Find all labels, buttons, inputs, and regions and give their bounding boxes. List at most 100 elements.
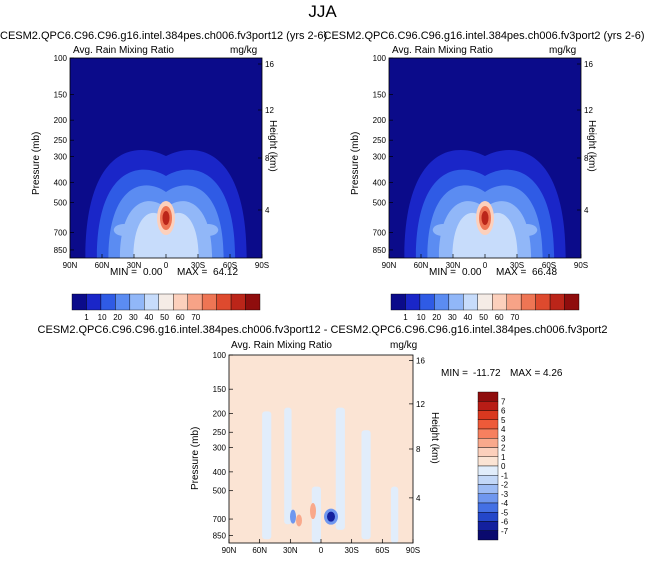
panel-3-colorbar-label-3: 3 <box>501 434 506 443</box>
panel-2-variable: Avg. Rain Mixing Ratio <box>392 45 493 56</box>
panel-1-min-value: 0.00 <box>143 267 163 278</box>
panel-2-min-label: MIN = <box>429 267 456 278</box>
panel-3-colorbar-box <box>477 465 499 476</box>
panel-3-colorbar-label--5: -5 <box>501 508 509 517</box>
panel-2-xtick-label-90N: 90N <box>382 261 397 270</box>
panel-3-patch-1 <box>284 407 292 525</box>
panel-3-min-label: MIN = <box>441 368 468 379</box>
panel-2-contour-4 <box>452 212 518 258</box>
panel-3-colorbar-label-2: 2 <box>501 444 506 453</box>
panel-3-y2label: Height (km) <box>429 412 440 464</box>
panel-2-colorbar-label-50: 50 <box>479 313 488 322</box>
panel-3-title: CESM2.QPC6.C96.C96.g16.intel.384pes.ch00… <box>37 324 608 336</box>
panel-3-xtick-label-60N: 60N <box>252 546 267 555</box>
panel-1-colorbar-label-50: 50 <box>160 313 169 322</box>
panel-2-y2tick-label-12: 12 <box>584 106 593 115</box>
panel-3-colorbar-label--7: -7 <box>501 527 509 536</box>
panel-3-neg-blob-1 <box>290 509 296 524</box>
panel-2-xtick-label-60S: 60S <box>542 261 556 270</box>
panel-2-xtick-label-90S: 90S <box>574 261 588 270</box>
panel-2-xtick-label-30N: 30N <box>446 261 461 270</box>
panel-3-variable: Avg. Rain Mixing Ratio <box>231 340 332 351</box>
panel-3-y2tick-label-16: 16 <box>416 357 425 366</box>
panel-3-xtick-label-60S: 60S <box>375 546 389 555</box>
panel-2-colorbar-label-60: 60 <box>495 313 504 322</box>
panel-1-ytick-label-200: 200 <box>54 116 68 125</box>
panel-1-max-label: MAX = <box>177 267 208 278</box>
panel-2-max-value: 66.48 <box>532 267 558 278</box>
panel-1-colorbar-label-20: 20 <box>113 313 122 322</box>
panel-2-ytick-label-300: 300 <box>373 153 387 162</box>
panel-3-y2tick-label-12: 12 <box>416 400 425 409</box>
panel-2-ytick-label-700: 700 <box>373 229 387 238</box>
panel-2-colorbar-label-40: 40 <box>463 313 472 322</box>
panel-3-ytick-label-700: 700 <box>213 515 227 524</box>
panel-1-ytick-label-500: 500 <box>54 198 68 207</box>
panel-3-xtick-label-90N: 90N <box>222 546 237 555</box>
panel-1-frame <box>69 57 263 259</box>
panel-3-colorbar-label--3: -3 <box>501 490 509 499</box>
panel-1-variable: Avg. Rain Mixing Ratio <box>73 45 174 56</box>
panel-3-ytick-label-500: 500 <box>213 487 227 496</box>
panel-1-colorbar-label-1: 1 <box>84 313 89 322</box>
panel-1-colorbar-label-10: 10 <box>98 313 107 322</box>
panel-1-y2tick-label-4: 4 <box>265 206 270 215</box>
panel-1-xtick-label-60S: 60S <box>223 261 237 270</box>
panel-3-units: mg/kg <box>390 340 418 351</box>
panel-3-colorbar-box <box>477 391 499 402</box>
panel-3-ytick-label-300: 300 <box>213 444 227 453</box>
panel-1-colorbar-label-40: 40 <box>144 313 153 322</box>
panel-2-units: mg/kg <box>549 45 577 56</box>
panel-3-colorbar-label-5: 5 <box>501 416 506 425</box>
panel-3-ytick-label-400: 400 <box>213 468 227 477</box>
panel-3-colorbar-label--1: -1 <box>501 471 509 480</box>
panel-1-max-core <box>162 211 170 225</box>
panel-1-xtick-label-30N: 30N <box>127 261 142 270</box>
panel-3-ytick-label-100: 100 <box>213 351 227 360</box>
panel-3-pos-blob-2 <box>296 514 302 527</box>
panel-1-xtick-label-90N: 90N <box>63 261 78 270</box>
panel-2-ytick-label-400: 400 <box>373 178 387 187</box>
panel-3-max-value: 4.26 <box>543 368 563 379</box>
panel-1-y2tick-label-8: 8 <box>265 154 270 163</box>
figure-title: JJA <box>308 2 337 21</box>
panel-1-blob-1 <box>198 224 219 236</box>
panel-1-min-label: MIN = <box>110 267 137 278</box>
panel-2-ytick-label-150: 150 <box>373 90 387 99</box>
panel-3-colorbar-box <box>477 475 499 485</box>
panel-2-colorbar-label-30: 30 <box>448 313 457 322</box>
panel-1-xtick-label-30S: 30S <box>191 261 205 270</box>
panel-2-y2tick-label-4: 4 <box>584 206 589 215</box>
panel-1-y2tick-label-12: 12 <box>265 106 274 115</box>
panel-1-xtick-label-60N: 60N <box>95 261 110 270</box>
panel-3-colorbar-box <box>477 493 499 504</box>
panel-1-colorbar-label-70: 70 <box>191 313 200 322</box>
panel-1-max-value: 64.12 <box>213 267 239 278</box>
panel-2-xtick-label-0: 0 <box>483 261 488 270</box>
panel-3-colorbar-label-0: 0 <box>501 462 506 471</box>
panel-2-ytick-label-850: 850 <box>373 246 387 255</box>
panel-3-colorbar-label--4: -4 <box>501 499 509 508</box>
panel-3-colorbar-box <box>477 401 499 411</box>
panel-3-y2tick-label-4: 4 <box>416 494 421 503</box>
panel-3-patch-2 <box>335 407 345 530</box>
panel-1-ytick-label-400: 400 <box>54 178 68 187</box>
panel-1-y2tick-label-16: 16 <box>265 60 274 69</box>
panel-2-frame <box>388 57 582 259</box>
panel-3-xtick-label-30N: 30N <box>283 546 298 555</box>
panel-3-colorbar-box <box>477 512 499 522</box>
panel-3-colorbar-box <box>477 484 499 494</box>
panel-3-frame <box>228 354 414 544</box>
panel-3-colorbar-box <box>477 410 499 420</box>
panel-3-patch-5 <box>390 486 399 543</box>
panel-3-colorbar-box <box>477 428 499 439</box>
panel-2-colorbar-label-1: 1 <box>403 313 408 322</box>
panel-2-min-value: 0.00 <box>462 267 482 278</box>
panel-3-colorbar-label--2: -2 <box>501 481 509 490</box>
panel-3-neg-core <box>327 511 335 522</box>
panel-3-colorbar-label--6: -6 <box>501 518 509 527</box>
panel-3-colorbar-label-4: 4 <box>501 425 506 434</box>
panel-3-colorbar-box <box>477 521 499 531</box>
panel-2-max-core <box>481 211 489 225</box>
